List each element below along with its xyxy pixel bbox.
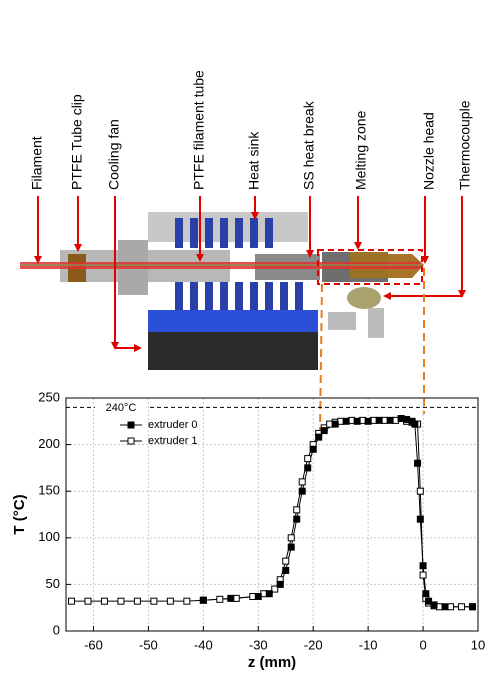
marker — [133, 597, 141, 605]
marker — [304, 464, 312, 472]
part-label: Melting zone — [353, 110, 369, 190]
marker — [271, 585, 279, 593]
y-tick-label: 150 — [38, 483, 60, 498]
marker — [386, 416, 394, 424]
marker — [309, 445, 317, 453]
y-tick-label: 50 — [46, 576, 60, 591]
part-label: Cooling fan — [106, 119, 122, 190]
series-line — [71, 419, 473, 608]
legend-marker — [127, 421, 135, 429]
marker — [293, 506, 301, 514]
marker — [265, 590, 273, 598]
marker — [458, 603, 466, 611]
marker — [441, 603, 449, 611]
part-label: Heat sink — [246, 131, 262, 190]
thermocouple — [347, 287, 381, 309]
marker — [298, 478, 306, 486]
marker — [199, 596, 207, 604]
part-label: PTFE filament tube — [191, 70, 207, 190]
arrows — [34, 196, 466, 352]
marker — [287, 543, 295, 551]
x-tick-label: 0 — [419, 637, 426, 652]
marker — [298, 487, 306, 495]
clip — [368, 308, 384, 338]
x-tick-label: -50 — [139, 637, 158, 652]
y-tick-label: 200 — [38, 436, 60, 451]
part-label: Nozzle head — [421, 112, 437, 190]
marker — [416, 515, 424, 523]
marker — [287, 534, 295, 542]
marker — [67, 597, 75, 605]
x-axis-label: z (mm) — [248, 654, 296, 671]
marker — [293, 515, 301, 523]
marker — [331, 420, 339, 428]
marker — [411, 420, 419, 428]
marker — [342, 417, 350, 425]
marker — [430, 601, 438, 609]
extruder-diagram — [20, 196, 466, 433]
part-label: Filament — [29, 136, 45, 190]
marker — [150, 597, 158, 605]
marker — [254, 593, 262, 601]
diagram-labels: Filament PTFE Tube clip Cooling fan PTFE fi… — [29, 70, 473, 190]
x-tick-label: -40 — [194, 637, 213, 652]
marker — [216, 595, 224, 603]
part-label: PTFE Tube clip — [69, 94, 85, 190]
marker — [282, 566, 290, 574]
marker — [183, 597, 191, 605]
y-tick-label: 100 — [38, 529, 60, 544]
fan-top — [148, 310, 318, 332]
marker — [100, 597, 108, 605]
marker — [375, 416, 383, 424]
y-tick-label: 0 — [53, 622, 60, 637]
y-axis-label: T (°C) — [11, 494, 28, 534]
part-label: Thermocouple — [457, 100, 473, 190]
x-tick-label: -10 — [359, 637, 378, 652]
x-tick-label: -60 — [84, 637, 103, 652]
part-label: SS heat break — [301, 100, 317, 190]
plot-frame — [65, 397, 479, 632]
y-tick-label: 250 — [38, 389, 60, 404]
marker — [304, 455, 312, 463]
marker — [282, 557, 290, 565]
clip — [328, 312, 356, 330]
legend-label: extruder 1 — [148, 435, 198, 447]
legend-marker — [127, 437, 135, 445]
x-tick-label: 10 — [471, 637, 485, 652]
marker — [364, 417, 372, 425]
x-tick-label: -20 — [304, 637, 323, 652]
series-line — [203, 417, 473, 608]
marker — [320, 427, 328, 435]
reference-label: 240°C — [106, 402, 137, 414]
x-tick-label: -30 — [249, 637, 268, 652]
marker — [422, 590, 430, 598]
marker — [117, 597, 125, 605]
marker — [414, 459, 422, 467]
marker — [276, 580, 284, 588]
heat-sink-fins — [175, 218, 303, 314]
chart: 0 50 100 150 200 250 -60 -50 -40 -30 -20 -10 0 10 240°… — [11, 389, 485, 671]
marker — [416, 487, 424, 495]
marker — [227, 594, 235, 602]
marker — [84, 597, 92, 605]
marker — [425, 597, 433, 605]
marker — [419, 571, 427, 579]
legend-label: extruder 0 — [148, 419, 198, 431]
marker — [166, 597, 174, 605]
marker — [353, 417, 361, 425]
melting-zone-box — [317, 249, 423, 285]
reference-label-bg — [94, 400, 147, 415]
marker — [469, 603, 477, 611]
marker — [419, 562, 427, 570]
marker — [315, 433, 323, 441]
